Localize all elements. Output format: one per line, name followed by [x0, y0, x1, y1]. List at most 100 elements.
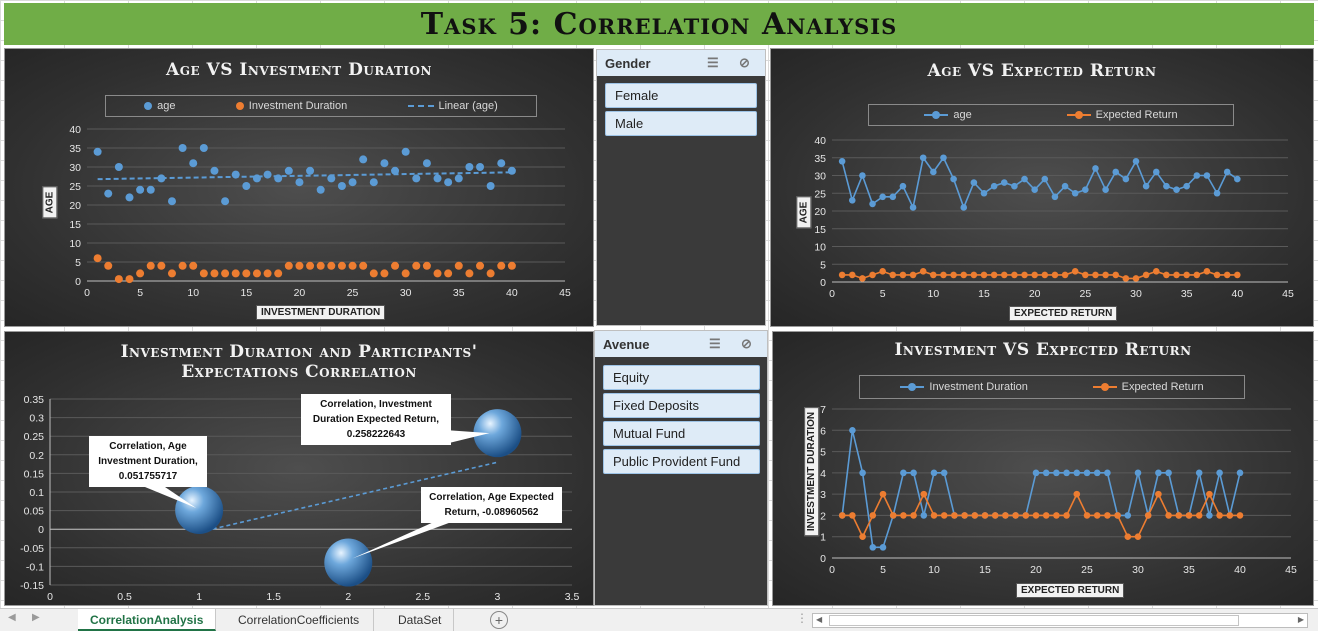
horizontal-scrollbar[interactable]: ◀ ▶ [812, 613, 1308, 628]
age-point [454, 174, 463, 183]
age-point [465, 163, 474, 171]
chart-correlation-bubbles[interactable]: Investment Duration and Participants' Ex… [4, 331, 594, 606]
y-tick-label: 0.35 [24, 394, 45, 406]
investment-duration-point [157, 261, 166, 270]
chart-age-vs-investment-duration[interactable]: Age VS Investment Duration age Investmen… [4, 48, 594, 327]
data-point [940, 271, 947, 279]
data-point [1071, 268, 1079, 275]
investment-duration-point [476, 261, 485, 270]
multi-select-icon[interactable]: ☰ [707, 55, 719, 70]
data-point [940, 469, 948, 477]
data-point [869, 271, 876, 279]
slicer-item-female[interactable]: Female [605, 83, 757, 108]
x-tick-label: 15 [979, 564, 991, 576]
tab-correlation-coefficients[interactable]: CorrelationCoefficients [224, 609, 375, 631]
slicer-item-male[interactable]: Male [605, 111, 757, 136]
series-line [842, 492, 1240, 539]
more-options-icon[interactable]: ⋮ [796, 611, 808, 625]
scroll-left-icon[interactable]: ◀ [816, 615, 823, 624]
data-point [1042, 469, 1050, 477]
data-point [1226, 512, 1234, 519]
data-point [1061, 182, 1069, 190]
plot-area: 0 5 10 15 20 25 30 35 40 0 5 10 15 20 25 30 35 40 45 [814, 135, 1294, 300]
data-point [1061, 271, 1069, 279]
slicer-item-mutual-fund[interactable]: Mutual Fund [603, 421, 760, 446]
data-point [981, 512, 989, 519]
data-point [1163, 271, 1170, 279]
scroll-tabs-left-icon[interactable]: ◀ [8, 612, 16, 623]
age-point [189, 159, 198, 168]
x-tick-label: 20 [1030, 564, 1042, 576]
x-tick-label: 5 [137, 287, 143, 299]
data-point [1152, 168, 1160, 176]
x-tick-label: 35 [1183, 564, 1195, 576]
data-point [1104, 469, 1111, 477]
data-point [1032, 512, 1040, 519]
data-point [919, 268, 927, 275]
tab-correlation-analysis[interactable]: CorrelationAnalysis [78, 609, 217, 631]
x-tick-label: 0 [829, 288, 835, 300]
data-point [1071, 189, 1079, 197]
y-tick-label: 20 [814, 206, 826, 218]
investment-duration-point [507, 261, 516, 270]
data-point [1132, 275, 1140, 282]
age-point [274, 174, 283, 183]
x-tick-label: 40 [1231, 288, 1243, 300]
chart-legend: age Investment Duration Linear (age) [105, 95, 537, 117]
investment-duration-point [274, 269, 283, 278]
slicer-gender[interactable]: Gender ☰ ⊘ Female Male [596, 49, 766, 326]
scroll-tabs-right-icon[interactable]: ▶ [32, 612, 40, 623]
y-tick-label: 25 [814, 188, 826, 200]
clear-filter-icon[interactable]: ⊘ [741, 336, 752, 351]
data-point [1083, 469, 1091, 477]
x-tick-label: 45 [1282, 288, 1294, 300]
investment-duration-point [444, 269, 453, 278]
multi-select-icon[interactable]: ☰ [709, 336, 721, 351]
y-tick-label: 0 [820, 277, 826, 289]
data-point [1112, 168, 1120, 176]
data-point [970, 179, 978, 186]
scroll-thumb[interactable] [829, 615, 1239, 626]
data-point [1031, 271, 1038, 279]
slicer-item-public-provident-fund[interactable]: Public Provident Fund [603, 449, 760, 474]
data-point [1173, 186, 1180, 193]
x-tick-label: 1.5 [266, 591, 281, 603]
add-sheet-button[interactable]: + [490, 611, 508, 629]
dashboard-title: Task 5: Correlation Analysis [420, 6, 898, 42]
data-point [940, 512, 948, 519]
data-point [869, 544, 877, 551]
y-axis-title: AGE [42, 186, 58, 219]
y-tick-label: 5 [820, 447, 826, 459]
data-point [1144, 512, 1152, 519]
scroll-right-icon[interactable]: ▶ [1297, 615, 1304, 624]
data-point [1114, 512, 1121, 519]
data-point [1124, 512, 1132, 519]
data-point [1032, 469, 1040, 477]
slicer-item-equity[interactable]: Equity [603, 365, 760, 390]
data-point [1053, 512, 1060, 519]
y-tick-label: 5 [820, 259, 826, 271]
y-tick-label: 40 [69, 124, 81, 136]
age-point [146, 185, 155, 194]
chart-age-vs-expected-return[interactable]: Age VS Expected Return age Expected Retu… [770, 48, 1314, 327]
x-tick-label: 0 [47, 591, 53, 603]
investment-duration-point [465, 269, 474, 278]
data-point [1000, 179, 1008, 186]
tab-dataset[interactable]: DataSet [386, 609, 455, 631]
x-tick-label: 10 [187, 287, 199, 299]
clear-filter-icon[interactable]: ⊘ [739, 55, 750, 70]
age-point [252, 174, 261, 183]
chart-investment-vs-expected-return[interactable]: Investment VS Expected Return Investment… [772, 331, 1314, 606]
data-point [1134, 469, 1142, 477]
slicer-item-fixed-deposits[interactable]: Fixed Deposits [603, 393, 760, 418]
data-point [1175, 512, 1183, 519]
data-point [1021, 175, 1028, 183]
data-point [940, 154, 947, 162]
data-point [930, 271, 937, 279]
data-point [848, 197, 856, 204]
slicer-avenue[interactable]: Avenue ☰ ⊘ Equity Fixed Deposits Mutual … [594, 330, 768, 606]
chart-title: Investment Duration and Participants' Ex… [120, 342, 478, 382]
age-point [93, 147, 102, 156]
data-point [1203, 268, 1211, 275]
